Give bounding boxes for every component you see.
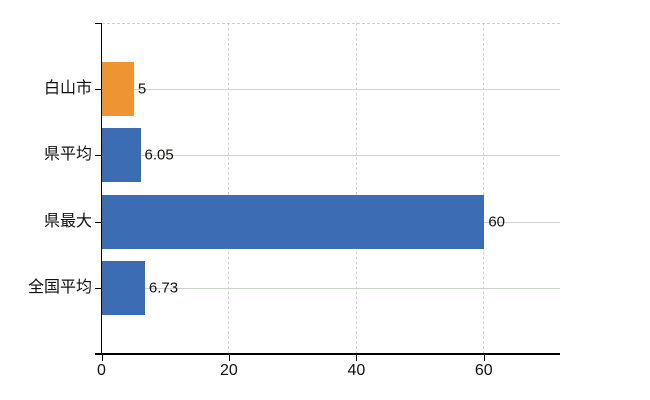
category-tick-mark (95, 89, 101, 91)
x-axis-line (95, 353, 560, 355)
gridline-vertical (483, 23, 485, 354)
x-tick-mark (356, 355, 358, 361)
category-tick-mark (95, 155, 101, 157)
gridline-horizontal (102, 155, 560, 157)
x-tick-label: 0 (97, 362, 106, 379)
gridline-horizontal (102, 287, 560, 289)
value-label: 60 (488, 213, 505, 231)
category-tick-mark (95, 287, 101, 289)
x-tick-label: 20 (220, 362, 238, 379)
value-label: 6.05 (144, 146, 174, 164)
value-label: 6.73 (148, 279, 179, 297)
gridline-horizontal (102, 89, 560, 91)
x-tick-mark (101, 355, 103, 361)
category-label: 県平均 (43, 146, 92, 164)
bar-3 (102, 194, 485, 249)
plot-top-border (102, 23, 560, 24)
x-tick-label: 60 (474, 362, 493, 379)
value-label: 5 (137, 80, 147, 98)
x-tick-mark (228, 355, 230, 361)
x-tick-label: 40 (347, 362, 366, 379)
category-label: 県最大 (43, 212, 92, 230)
y-axis-line (101, 23, 102, 354)
category-tick-mark (95, 221, 101, 223)
y-axis-top-tick (95, 23, 101, 24)
bar-4 (102, 260, 145, 315)
category-label: 全国平均 (27, 278, 92, 296)
bar-1 (102, 62, 134, 117)
gridline-vertical (355, 23, 357, 354)
bar-2 (102, 128, 141, 183)
x-tick-mark (483, 355, 485, 361)
gridline-vertical (228, 23, 230, 354)
category-label: 白山市 (43, 80, 92, 98)
